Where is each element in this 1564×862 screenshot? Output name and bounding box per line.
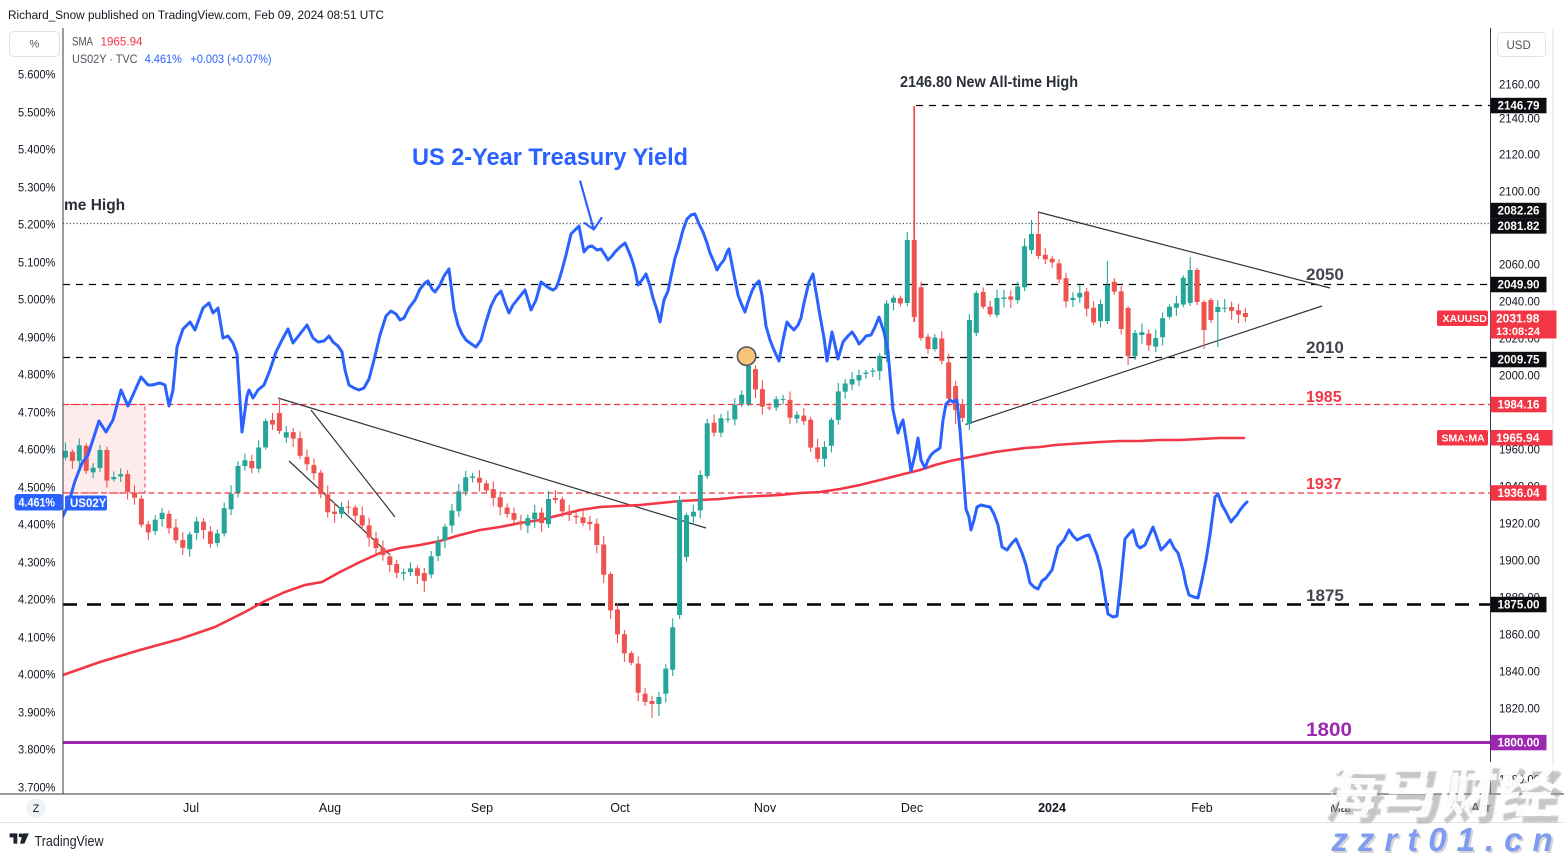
svg-text:XAUUSD: XAUUSD	[1443, 313, 1488, 325]
svg-text:2050: 2050	[1306, 265, 1344, 284]
svg-text:2100.00: 2100.00	[1499, 184, 1540, 198]
svg-text:US02Y: US02Y	[70, 498, 107, 510]
svg-text:Aug: Aug	[319, 801, 341, 815]
svg-text:US02Y · TVC: US02Y · TVC	[72, 52, 138, 66]
svg-text:Feb: Feb	[1191, 801, 1213, 815]
svg-text:1900.00: 1900.00	[1499, 553, 1540, 567]
svg-text:1985: 1985	[1306, 389, 1342, 406]
svg-text:2146.79: 2146.79	[1498, 99, 1540, 113]
svg-text:5.300%: 5.300%	[18, 180, 56, 194]
svg-text:5.200%: 5.200%	[18, 217, 56, 231]
svg-text:3.800%: 3.800%	[18, 742, 56, 756]
svg-text:5.500%: 5.500%	[18, 105, 56, 119]
svg-text:5.000%: 5.000%	[18, 292, 56, 306]
svg-text:3.700%: 3.700%	[18, 780, 56, 794]
svg-text:2024: 2024	[1038, 801, 1066, 815]
svg-text:2082.26: 2082.26	[1498, 204, 1540, 218]
svg-text:5.100%: 5.100%	[18, 255, 56, 269]
svg-text:Z: Z	[33, 803, 40, 815]
svg-text:1800.00: 1800.00	[1498, 736, 1540, 750]
svg-text:zzrt01.cn: zzrt01.cn	[1332, 823, 1564, 857]
svg-text:zzrt01.cn: zzrt01.cn	[1330, 821, 1562, 857]
svg-text:4.700%: 4.700%	[18, 405, 56, 419]
svg-text:4.600%: 4.600%	[18, 442, 56, 456]
svg-text:2081.82: 2081.82	[1498, 219, 1540, 233]
svg-text:4.500%: 4.500%	[18, 480, 56, 494]
svg-text:1936.04: 1936.04	[1498, 486, 1540, 500]
svg-text:Dec: Dec	[901, 801, 923, 815]
svg-text:2010: 2010	[1306, 338, 1344, 357]
svg-text:2120.00: 2120.00	[1499, 147, 1540, 161]
svg-text:2160.00: 2160.00	[1499, 77, 1540, 91]
svg-text:4.900%: 4.900%	[18, 330, 56, 344]
svg-text:1965.94: 1965.94	[101, 35, 143, 49]
svg-text:2040.00: 2040.00	[1499, 294, 1540, 308]
svg-text:US 2-Year Treasury Yield: US 2-Year Treasury Yield	[412, 144, 688, 171]
svg-text:4.200%: 4.200%	[18, 592, 56, 606]
svg-text:2009.75: 2009.75	[1498, 353, 1540, 367]
svg-text:1920.00: 1920.00	[1499, 516, 1540, 530]
svg-text:1840.00: 1840.00	[1499, 664, 1540, 678]
svg-text:1800: 1800	[1306, 720, 1352, 741]
svg-text:4.461%: 4.461%	[19, 496, 56, 510]
svg-text:Sep: Sep	[471, 801, 493, 815]
svg-text:Jul: Jul	[183, 801, 199, 815]
svg-text:1820.00: 1820.00	[1499, 701, 1540, 715]
svg-text:Richard_Snow published on Trad: Richard_Snow published on TradingView.co…	[8, 8, 384, 22]
svg-text:2146.80 New All-time High: 2146.80 New All-time High	[900, 74, 1078, 91]
svg-text:TradingView: TradingView	[35, 834, 104, 850]
svg-text:+0.003 (+0.07%): +0.003 (+0.07%)	[191, 52, 272, 66]
svg-text:4.000%: 4.000%	[18, 667, 56, 681]
svg-text:4.100%: 4.100%	[18, 630, 56, 644]
svg-text:Oct: Oct	[610, 801, 630, 815]
svg-text:5.400%: 5.400%	[18, 142, 56, 156]
svg-text:%: %	[30, 39, 40, 51]
svg-text:1875.00: 1875.00	[1498, 598, 1540, 612]
svg-text:2140.00: 2140.00	[1499, 111, 1540, 125]
svg-text:2049.90: 2049.90	[1498, 278, 1540, 292]
svg-text:1984.16: 1984.16	[1498, 398, 1540, 412]
svg-text:SMA: SMA	[72, 35, 94, 49]
svg-text:1965.94: 1965.94	[1496, 431, 1540, 445]
svg-text:2000.00: 2000.00	[1499, 368, 1540, 382]
svg-text:me High: me High	[64, 197, 125, 214]
svg-text:4.461%: 4.461%	[145, 52, 182, 66]
svg-text:1860.00: 1860.00	[1499, 627, 1540, 641]
svg-text:SMA:MA: SMA:MA	[1442, 433, 1486, 445]
svg-text:1875: 1875	[1306, 586, 1344, 605]
svg-text:3.900%: 3.900%	[18, 705, 56, 719]
svg-text:5.600%: 5.600%	[18, 67, 56, 81]
svg-text:4.400%: 4.400%	[18, 517, 56, 531]
svg-text:Nov: Nov	[754, 801, 777, 815]
svg-text:2060.00: 2060.00	[1499, 257, 1540, 271]
svg-text:2031.98: 2031.98	[1496, 312, 1540, 326]
svg-text:4.800%: 4.800%	[18, 367, 56, 381]
svg-text:1937: 1937	[1306, 476, 1342, 493]
svg-text:4.300%: 4.300%	[18, 555, 56, 569]
svg-text:USD: USD	[1507, 40, 1531, 52]
svg-text:13:08:24: 13:08:24	[1496, 326, 1541, 338]
svg-text:1960.00: 1960.00	[1499, 442, 1540, 456]
